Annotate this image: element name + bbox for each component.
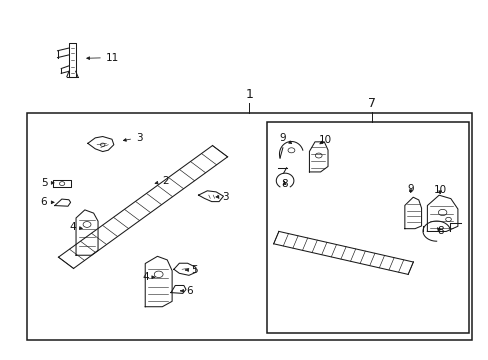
- Text: 10: 10: [433, 185, 446, 195]
- Text: 5: 5: [41, 178, 54, 188]
- Text: 3: 3: [216, 192, 229, 202]
- Text: 6: 6: [41, 197, 54, 207]
- Text: 1: 1: [245, 88, 253, 101]
- Text: 10: 10: [318, 135, 331, 145]
- Text: 9: 9: [279, 132, 291, 144]
- Text: 5: 5: [185, 265, 198, 275]
- Text: 3: 3: [123, 132, 142, 143]
- Text: 11: 11: [86, 53, 119, 63]
- Text: 9: 9: [407, 184, 413, 194]
- Text: 8: 8: [281, 179, 287, 189]
- Text: 4: 4: [69, 222, 82, 232]
- Bar: [27, 113, 471, 340]
- Text: 8: 8: [436, 226, 443, 236]
- Text: 7: 7: [367, 97, 375, 110]
- Text: 2: 2: [155, 176, 168, 186]
- Text: 4: 4: [142, 272, 155, 282]
- Bar: [266, 122, 468, 333]
- Text: 6: 6: [180, 286, 193, 296]
